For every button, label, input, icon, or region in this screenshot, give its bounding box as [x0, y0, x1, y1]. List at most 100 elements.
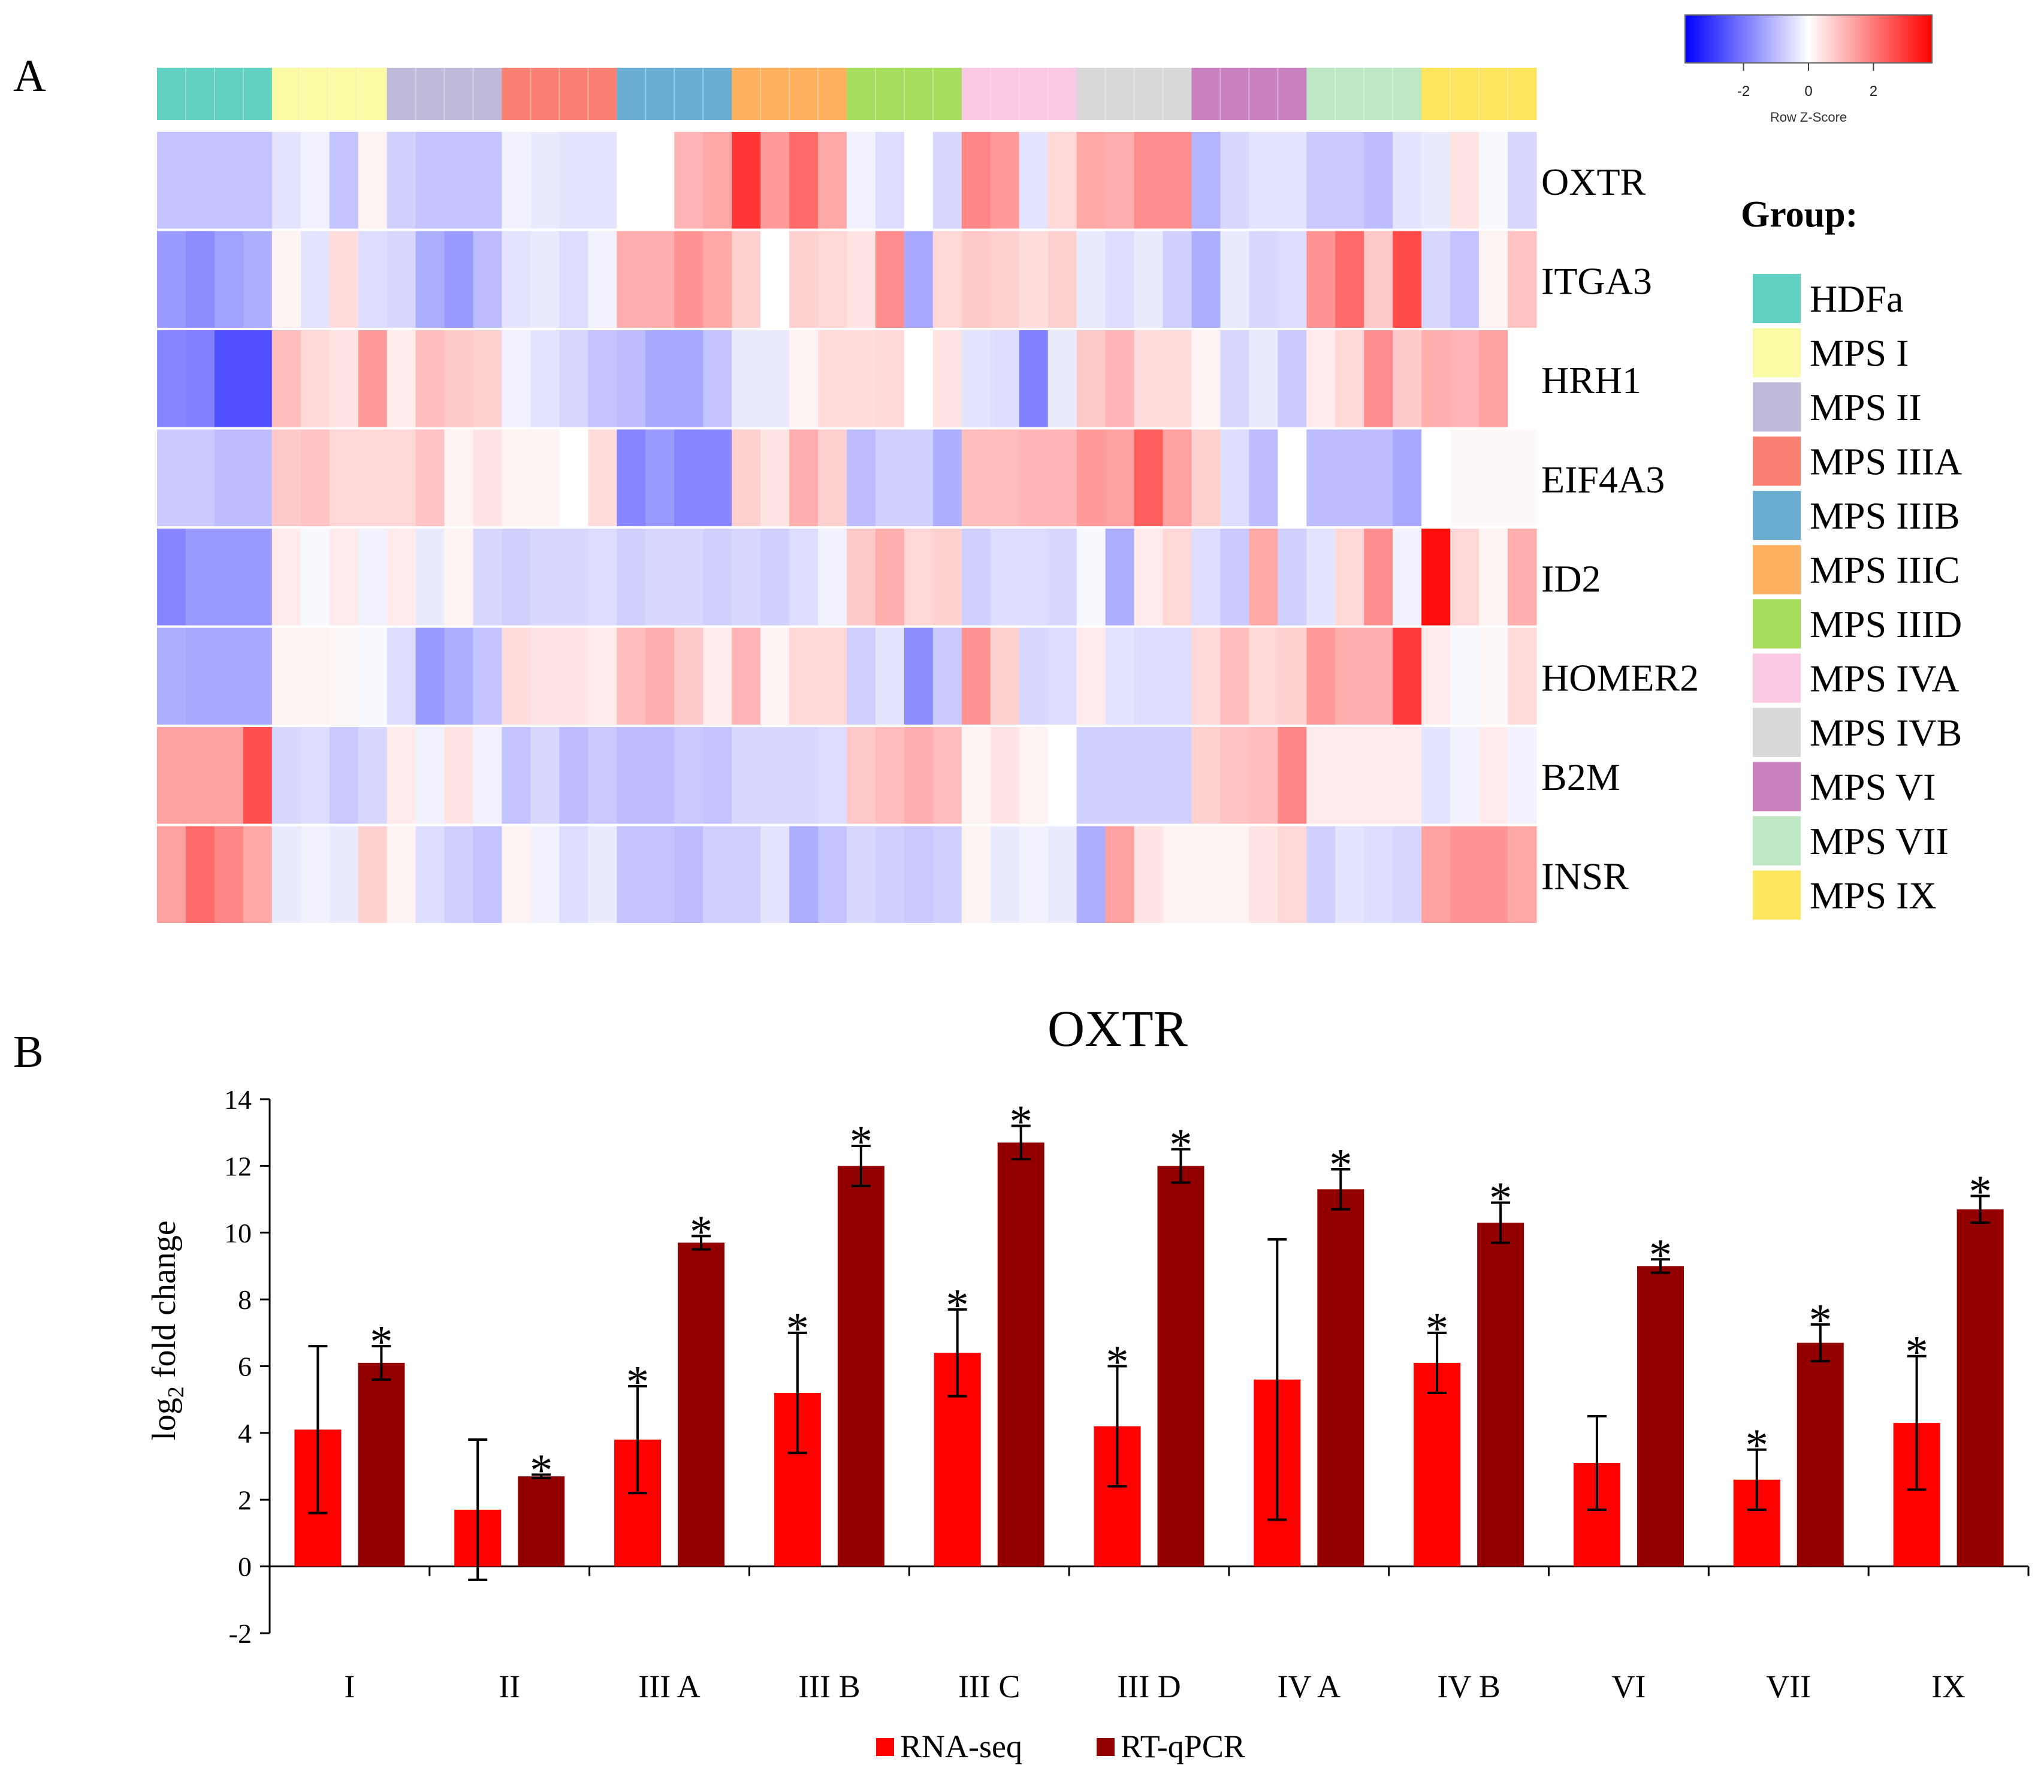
heatmap-cell [1364, 627, 1393, 725]
x-tick-label: VII [1766, 1669, 1811, 1704]
x-tick-label: III B [798, 1669, 860, 1704]
heatmap-cell [1364, 727, 1393, 824]
heatmap-cell [1076, 627, 1106, 725]
heatmap-cell [1335, 627, 1364, 725]
heatmap-cell [818, 826, 847, 923]
heatmap-cell [789, 132, 819, 229]
heatmap-cell [1191, 826, 1221, 923]
heatmap-cell [1278, 231, 1307, 328]
heatmap-cell [415, 529, 445, 626]
heatmap-cell [932, 330, 962, 427]
heatmap-cell [674, 132, 704, 229]
heatmap-cell [818, 727, 847, 824]
legend-label-mps-i: MPS I [1810, 332, 1909, 375]
heatmap-cell [904, 826, 934, 923]
heatmap-cell [617, 429, 646, 526]
group-legend-title: Group: [1741, 194, 1858, 235]
heatmap-cell [617, 132, 646, 229]
heatmap-cell [1076, 727, 1106, 824]
heatmap-cell [818, 429, 847, 526]
heatmap-cell [415, 627, 445, 725]
heatmap-cell [502, 826, 532, 923]
heatmap-cell [789, 826, 819, 923]
gene-label-eif4a3: EIF4A3 [1541, 458, 1665, 500]
heatmap-cell [1508, 429, 1537, 526]
legend-label-mps-ii: MPS II [1810, 386, 1922, 429]
heatmap-cell [617, 727, 646, 824]
heatmap-cell [1278, 529, 1307, 626]
color-key-label: Row Z-Score [1770, 110, 1847, 125]
significance-star: * [1969, 1166, 1992, 1217]
heatmap-cell [674, 429, 704, 526]
heatmap-cell [847, 727, 876, 824]
group-legend: HDFa MPS I MPS II MPS IIIA MPS IIIB MPS IIIC M… [1753, 274, 1962, 920]
bar-rna-seq [1414, 1362, 1461, 1567]
heatmap-cell [1134, 727, 1164, 824]
heatmap-cell [185, 529, 215, 626]
heatmap-cell [588, 529, 617, 626]
heatmap-cell [1105, 231, 1135, 328]
heatmap-cell [818, 529, 847, 626]
heatmap-cell [358, 429, 388, 526]
heatmap-cell [732, 529, 761, 626]
heatmap-cell [530, 231, 560, 328]
heatmap-cell [1278, 727, 1307, 824]
heatmap-cell [1393, 231, 1422, 328]
heatmap-cell [1220, 231, 1250, 328]
heatmap-cell [1134, 231, 1164, 328]
heatmap-cell [1393, 727, 1422, 824]
heatmap-cell [932, 231, 962, 328]
heatmap-cell [502, 231, 532, 328]
heatmap-cell [559, 727, 588, 824]
heatmap-cell [1335, 727, 1364, 824]
heatmap-cell [559, 132, 588, 229]
x-tick-label: III A [638, 1669, 700, 1704]
heatmap-cell [1393, 330, 1422, 427]
legend-label-mps-iiid: MPS IIID [1810, 603, 1962, 645]
heatmap-cell [1134, 429, 1164, 526]
heatmap-cell [502, 429, 532, 526]
heatmap-cell [185, 132, 215, 229]
heatmap-cell [703, 627, 732, 725]
heatmap-cell [1421, 727, 1451, 824]
legend-swatch-mps-iiib [1753, 491, 1801, 540]
heatmap-cell [502, 330, 532, 427]
heatmap [157, 132, 1537, 923]
heatmap-cell [415, 826, 445, 923]
heatmap-cell [1047, 826, 1077, 923]
heatmap-cell [1278, 627, 1307, 725]
heatmap-cell [1076, 132, 1106, 229]
heatmap-cell [157, 727, 186, 824]
heatmap-cell [904, 231, 934, 328]
heatmap-cell [1191, 429, 1221, 526]
heatmap-cell [444, 231, 474, 328]
significance-star: * [850, 1117, 872, 1167]
heatmap-cell [617, 826, 646, 923]
y-tick-label: 6 [238, 1351, 252, 1382]
heatmap-cell [1249, 231, 1278, 328]
group-strip-mps-ivb [1076, 68, 1192, 120]
heatmap-cell [1479, 826, 1508, 923]
heatmap-cell [818, 132, 847, 229]
group-strip-mps-ii [387, 68, 502, 120]
heatmap-cell [904, 429, 934, 526]
heatmap-cell [1134, 627, 1164, 725]
heatmap-cell [473, 231, 503, 328]
heatmap-cell [300, 231, 330, 328]
heatmap-cell [645, 231, 675, 328]
heatmap-cell [645, 132, 675, 229]
heatmap-cell [1047, 529, 1077, 626]
heatmap-cell [1105, 132, 1135, 229]
heatmap-cell [559, 429, 588, 526]
heatmap-cell [1163, 231, 1192, 328]
heatmap-cell [588, 429, 617, 526]
heatmap-cell [1220, 627, 1250, 725]
heatmap-cell [847, 330, 876, 427]
legend-label-hdfa: HDFa [1810, 277, 1903, 320]
heatmap-cell [271, 826, 301, 923]
heatmap-cell [1393, 826, 1422, 923]
heatmap-cell [1249, 826, 1278, 923]
heatmap-cell [1393, 429, 1422, 526]
color-key-tick-label: 0 [1804, 83, 1812, 99]
